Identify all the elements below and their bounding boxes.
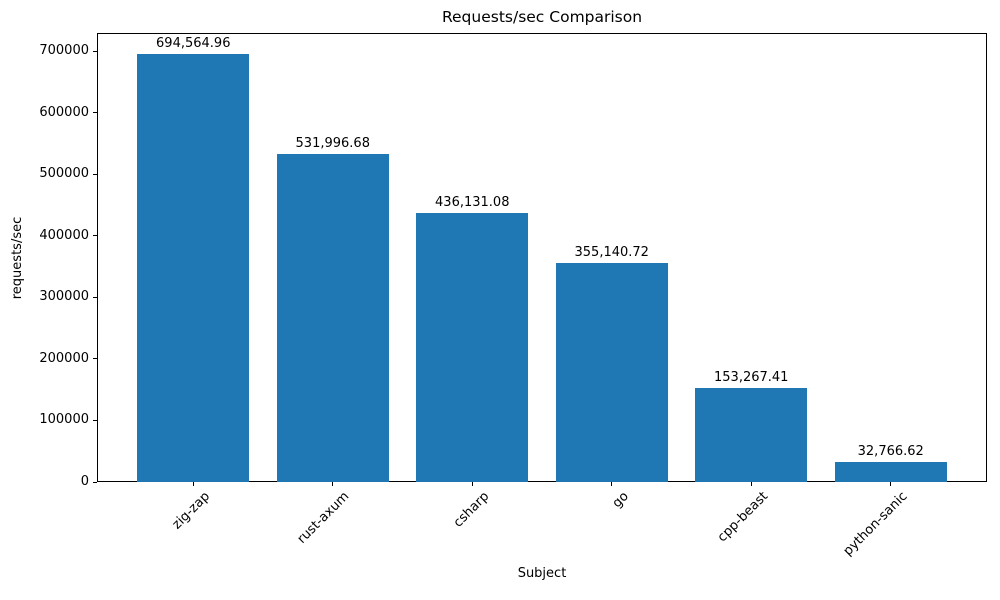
bar-value-label: 355,140.72 — [574, 245, 649, 261]
bar-value-label: 153,267.41 — [714, 369, 789, 385]
bar — [695, 387, 808, 482]
y-tick-mark — [93, 419, 97, 421]
y-tick-mark — [93, 358, 97, 360]
x-tick-label: csharp — [450, 489, 492, 531]
y-tick-label: 300000 — [39, 289, 89, 305]
x-tick-label: zig-zap — [169, 489, 213, 533]
x-tick-label: rust-axum — [294, 489, 353, 547]
y-tick-label: 400000 — [39, 227, 89, 243]
y-tick-mark — [93, 235, 97, 237]
bar — [416, 213, 529, 482]
bar-value-label: 531,996.68 — [295, 136, 370, 152]
bar-value-label: 694,564.96 — [156, 36, 231, 52]
x-axis-label: Subject — [517, 566, 567, 581]
x-tick-mark — [890, 482, 892, 486]
bar — [555, 263, 668, 482]
bar-value-label: 32,766.62 — [857, 443, 924, 459]
y-tick-label: 700000 — [39, 43, 89, 59]
x-tick-mark — [750, 482, 752, 486]
x-tick-label: python-sanic — [840, 489, 911, 559]
bar-value-label: 436,131.08 — [435, 195, 510, 211]
x-tick-mark — [332, 482, 334, 486]
x-tick-mark — [611, 482, 613, 486]
y-tick-mark — [93, 296, 97, 298]
y-tick-label: 0 — [80, 474, 89, 489]
y-tick-mark — [93, 173, 97, 175]
bar — [276, 154, 389, 482]
y-axis-label: requests/sec — [10, 216, 25, 300]
chart-title: Requests/sec Comparison — [441, 8, 643, 26]
y-tick-label: 600000 — [39, 104, 89, 120]
bar — [137, 54, 250, 482]
bar — [834, 461, 947, 482]
y-tick-mark — [93, 481, 97, 483]
y-tick-label: 500000 — [39, 166, 89, 182]
x-tick-label: go — [609, 489, 632, 512]
x-tick-mark — [192, 482, 194, 486]
y-tick-mark — [93, 112, 97, 114]
y-tick-label: 100000 — [39, 412, 89, 428]
x-tick-mark — [471, 482, 473, 486]
y-tick-mark — [93, 50, 97, 52]
y-tick-label: 200000 — [39, 350, 89, 366]
x-tick-label: cpp-beast — [714, 489, 771, 546]
